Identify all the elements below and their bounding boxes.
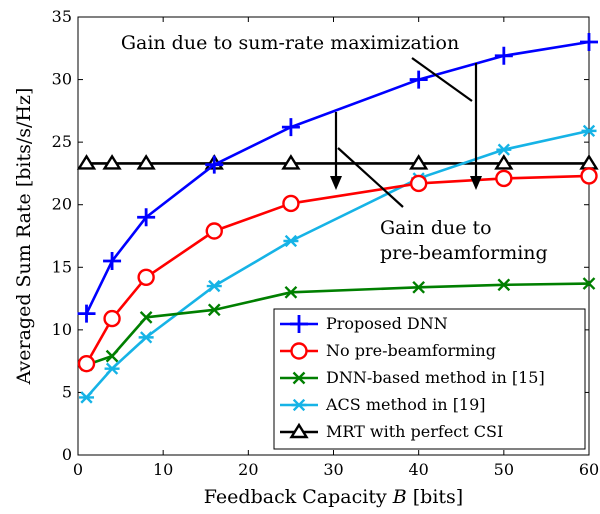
data-point xyxy=(205,155,224,174)
x-axis-label-var: B xyxy=(392,486,407,508)
series-line xyxy=(85,174,590,365)
y-tick-label: 25 xyxy=(52,132,72,151)
annotation-sumrate: Gain due to sum-rate maximization xyxy=(121,32,459,54)
y-tick-label: 20 xyxy=(52,195,72,214)
annotation-prebf-line2: pre-beamforming xyxy=(380,242,548,264)
data-point xyxy=(409,154,429,170)
data-point xyxy=(76,154,97,170)
x-tick-label: 40 xyxy=(408,460,428,479)
data-point xyxy=(281,118,300,137)
x-axis-label-text: Feedback Capacity xyxy=(204,486,393,508)
data-point xyxy=(580,33,598,52)
x-tick-label: 10 xyxy=(153,460,173,479)
legend-label: Proposed DNN xyxy=(326,314,448,333)
x-axis-label: Feedback Capacity B [bits] xyxy=(204,486,463,508)
data-point xyxy=(138,331,154,344)
y-tick-label: 0 xyxy=(62,445,72,464)
annotation-prebf-line1: Gain due to xyxy=(380,217,492,239)
data-point xyxy=(581,124,597,138)
y-tick-label: 10 xyxy=(52,320,72,339)
data-point xyxy=(409,70,428,89)
series-line xyxy=(85,40,590,315)
annotation-leader xyxy=(411,57,473,102)
series-acs-method-in-19- xyxy=(79,124,597,404)
axes: 0 10 20 30 40 50 60 0 5 10 15 20 25 30 35 Feedback Capa… xyxy=(13,7,599,508)
data-point xyxy=(497,278,511,292)
legend-entry: ACS method in [19] xyxy=(280,395,486,414)
data-point xyxy=(580,167,598,185)
data-point xyxy=(494,154,514,170)
data-point xyxy=(102,154,122,170)
data-point xyxy=(494,46,513,65)
data-point xyxy=(284,285,298,299)
data-point xyxy=(137,208,156,227)
legend-label: DNN-based method in [15] xyxy=(326,368,545,387)
annotation-arrowhead xyxy=(470,176,482,190)
data-point xyxy=(77,354,96,373)
data-point xyxy=(137,268,155,286)
x-tick-label: 30 xyxy=(323,460,343,479)
annotation-leader xyxy=(337,147,404,208)
x-tick-label: 60 xyxy=(579,460,599,479)
series-proposed-dnn xyxy=(77,33,598,323)
data-point xyxy=(105,349,119,363)
series-layer xyxy=(76,33,599,404)
legend-entry: Proposed DNN xyxy=(280,314,448,333)
legend-swatch-marker xyxy=(290,342,308,360)
data-point xyxy=(283,234,299,248)
legend-label: MRT with perfect CSI xyxy=(326,422,503,441)
data-point xyxy=(206,279,222,293)
y-tick-label: 5 xyxy=(62,382,72,401)
legend-swatch-marker xyxy=(290,315,308,333)
legend-entry: No pre-beamforming xyxy=(280,341,496,360)
y-axis-label: Averaged Sum Rate [bits/s/Hz] xyxy=(13,88,35,386)
legend-entry: MRT with perfect CSI xyxy=(280,422,503,441)
data-point xyxy=(582,277,596,290)
x-tick-label: 0 xyxy=(73,460,83,479)
data-point xyxy=(281,154,301,170)
legend-box xyxy=(273,308,586,450)
series-line xyxy=(85,129,590,399)
data-point xyxy=(409,174,428,193)
data-point xyxy=(282,194,300,213)
data-point xyxy=(207,303,221,317)
data-point xyxy=(103,252,122,271)
x-tick-label: 50 xyxy=(494,460,514,479)
data-point xyxy=(205,222,223,240)
data-point xyxy=(104,362,120,375)
y-tick-label: 35 xyxy=(52,7,72,26)
legend-label: ACS method in [19] xyxy=(325,395,486,414)
legend-swatch-marker xyxy=(289,422,309,439)
data-point xyxy=(412,280,426,294)
series-no-pre-beamforming xyxy=(77,167,598,373)
legend-label: No pre-beamforming xyxy=(326,341,496,360)
data-point xyxy=(103,309,121,328)
legend-swatch-marker xyxy=(291,398,307,412)
data-point xyxy=(136,154,156,170)
x-axis-label-unit: [bits] xyxy=(407,486,464,508)
data-point xyxy=(79,391,95,404)
series-mrt-with-perfect-csi xyxy=(76,154,599,170)
x-tick-label: 20 xyxy=(238,460,258,479)
annotation-arrowhead xyxy=(330,176,342,190)
data-point xyxy=(139,310,153,324)
data-point xyxy=(495,169,513,188)
annotations: Gain due to sum-rate maximization Gain du… xyxy=(121,32,548,264)
series-line xyxy=(86,282,590,367)
legend-swatch-marker xyxy=(292,371,306,385)
y-tick-label: 15 xyxy=(52,257,72,276)
data-point xyxy=(77,304,96,323)
data-point xyxy=(496,143,512,156)
y-tick-label: 30 xyxy=(52,70,72,89)
legend-entry: DNN-based method in [15] xyxy=(280,368,545,387)
legend: Proposed DNN No pre-beamforming DNN-based … xyxy=(273,308,586,450)
